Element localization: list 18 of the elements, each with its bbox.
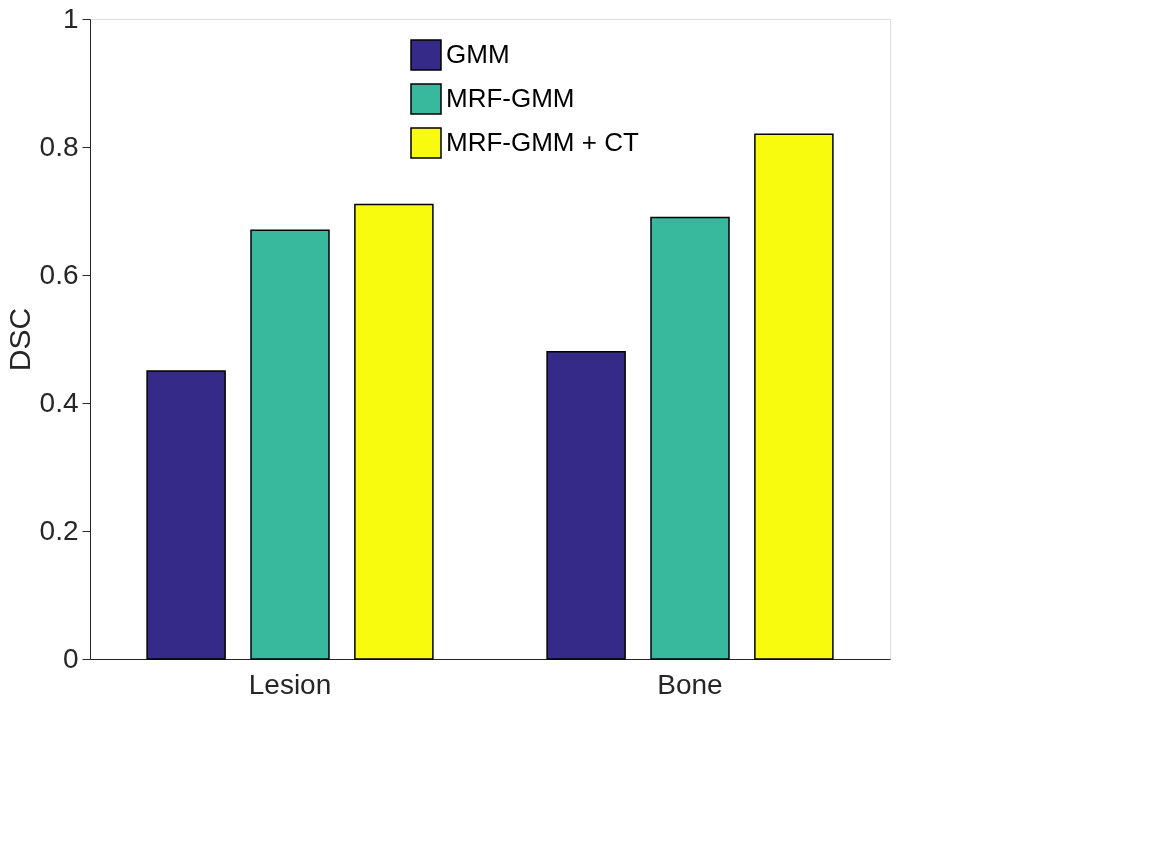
y-tick-label: 0.4 (39, 386, 79, 418)
x-tick-label: Lesion (248, 668, 332, 700)
legend-label: GMM (446, 39, 510, 69)
y-tick-label: 0.6 (39, 258, 79, 290)
legend-label: MRF-GMM (446, 83, 575, 113)
bar (354, 203, 434, 660)
y-tick-label: 1 (62, 2, 79, 34)
legend-label: MRF-GMM + CT (446, 127, 639, 157)
y-tick-label: 0 (62, 642, 79, 674)
y-axis-title: DSC (2, 307, 36, 372)
bar (650, 216, 730, 660)
x-tick-label: Bone (657, 668, 723, 700)
bar (754, 133, 834, 660)
bar (250, 229, 330, 660)
bar (146, 370, 226, 660)
bar (546, 351, 626, 660)
y-tick-label: 0.2 (39, 514, 79, 546)
y-tick-label: 0.8 (39, 130, 79, 162)
